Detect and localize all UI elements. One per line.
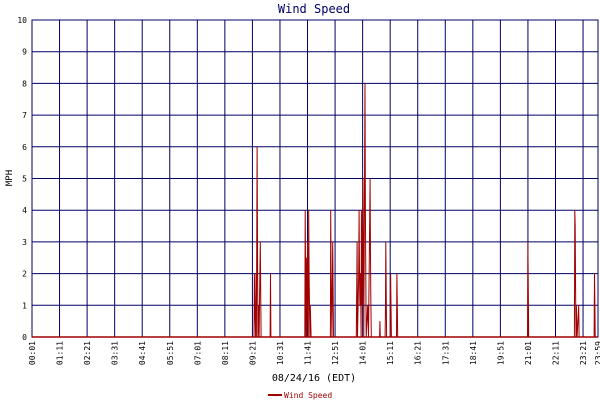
x-tick-label: 03:31 (111, 341, 120, 365)
x-tick-label: 19:51 (496, 341, 505, 365)
x-tick-label: 04:41 (138, 341, 147, 365)
x-tick-label: 11:41 (304, 341, 313, 365)
x-tick-label: 22:11 (551, 341, 560, 365)
y-tick-label: 9 (22, 48, 27, 57)
y-axis-label: MPH (5, 170, 15, 186)
x-tick-label: 02:21 (83, 341, 92, 365)
x-axis-label: 08/24/16 (EDT) (272, 373, 356, 384)
y-tick-label: 10 (17, 16, 27, 25)
x-tick-label: 18:41 (469, 341, 478, 365)
legend-label: Wind Speed (284, 391, 332, 400)
x-tick-label: 23:21 (579, 341, 588, 365)
x-tick-label: 08:11 (221, 341, 230, 365)
legend: Wind Speed (268, 391, 332, 400)
y-tick-label: 2 (22, 270, 27, 279)
y-tick-label: 6 (22, 143, 27, 152)
x-tick-label: 15:11 (386, 341, 395, 365)
x-tick-label: 01:11 (56, 341, 65, 365)
x-tick-label: 23:59 (594, 341, 600, 365)
y-tick-label: 8 (22, 79, 27, 88)
y-tick-label: 0 (22, 333, 27, 342)
x-tick-label: 12:51 (331, 341, 340, 365)
x-tick-label: 17:31 (441, 341, 450, 365)
series-layer (32, 83, 598, 338)
y-tick-label: 4 (22, 206, 27, 215)
x-tick-label: 05:51 (166, 341, 175, 365)
x-axis-ticks: 00:01 01:11 02:21 03:31 04:41 05:51 07:01 08:11… (28, 341, 600, 365)
y-tick-label: 5 (22, 175, 27, 184)
x-tick-label: 00:01 (28, 341, 37, 365)
x-tick-label: 14:01 (359, 341, 368, 365)
x-tick-label: 07:01 (193, 341, 202, 365)
chart-title: Wind Speed (278, 2, 350, 16)
x-tick-label: 16:21 (414, 341, 423, 365)
y-tick-label: 7 (22, 111, 27, 120)
x-tick-label: 21:01 (524, 341, 533, 365)
y-axis-ticks: 0 1 2 3 4 5 6 7 8 9 10 (17, 16, 27, 342)
y-tick-label: 1 (22, 301, 27, 310)
x-tick-label: 09:21 (248, 341, 257, 365)
x-tick-label: 10:31 (276, 341, 285, 365)
y-tick-label: 3 (22, 238, 27, 247)
